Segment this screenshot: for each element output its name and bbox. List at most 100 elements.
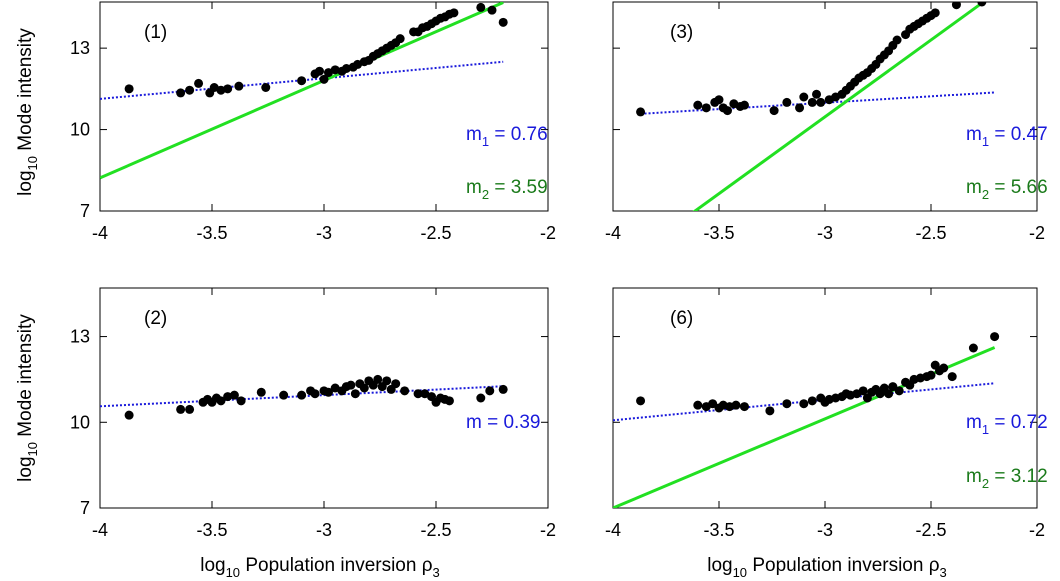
x-tick-label: -2.5 — [420, 520, 451, 540]
panel-6: -4 -3.5 -3 -2.5 -2 (6) m1 = 0.72 m2 = 3.12 — [605, 288, 1048, 540]
data-point — [812, 90, 821, 99]
data-point — [808, 396, 817, 405]
data-point — [279, 391, 288, 400]
slope-annotation: m1 = 0.76 — [466, 124, 548, 149]
y-axis-label-bottom: log10 Mode intensity — [15, 314, 40, 482]
data-point — [234, 82, 243, 91]
data-point — [799, 93, 808, 102]
data-point — [969, 344, 978, 353]
data-point — [948, 372, 957, 381]
x-tick-label: -3.5 — [196, 223, 227, 243]
panel-label: (1) — [144, 22, 167, 43]
x-tick-label: -3 — [817, 520, 833, 540]
data-point — [476, 3, 485, 12]
data-point — [257, 388, 266, 397]
data-point — [261, 83, 270, 92]
panel-3: -4 -3.5 -3 -2.5 -2 (3) m1 = 0.47 m2 = 5.66 — [605, 0, 1048, 243]
y-axis-label-top-sub: 10 — [25, 156, 40, 170]
data-point — [488, 6, 497, 15]
data-point — [125, 84, 134, 93]
data-point — [808, 98, 817, 107]
y-tick-label: 13 — [70, 327, 90, 347]
data-point — [396, 34, 405, 43]
x-tick-label: -4 — [605, 520, 621, 540]
y-axis-label-bottom-rest: Mode intensity — [15, 314, 36, 442]
x-axis-label-left-sub2: 3 — [433, 565, 440, 580]
data-point — [176, 405, 185, 414]
y-tick-label: 10 — [70, 120, 90, 140]
data-point — [391, 379, 400, 388]
data-point — [723, 106, 732, 115]
data-point — [499, 385, 508, 394]
data-point — [185, 86, 194, 95]
data-point — [176, 88, 185, 97]
x-tick-label: -4 — [92, 520, 108, 540]
data-point — [297, 76, 306, 85]
x-axis-label-left-main: log — [200, 555, 225, 576]
data-point — [185, 405, 194, 414]
data-point — [715, 95, 724, 104]
data-point — [693, 401, 702, 410]
x-tick-label: -3.5 — [703, 223, 734, 243]
x-axis-label-right: log10 Population inversion ρ3 — [707, 555, 947, 580]
slope-annotation: m2 = 3.59 — [466, 177, 548, 202]
x-tick-label: -2 — [540, 223, 556, 243]
data-point — [346, 381, 355, 390]
slope-annotation: m2 = 5.66 — [966, 177, 1048, 202]
x-tick-label: -2 — [1029, 520, 1045, 540]
panel-2: -4 -3.5 -3 -2.5 -2 7 10 13 (2) m = 0.39 — [70, 288, 556, 540]
data-point — [782, 98, 791, 107]
x-tick-label: -3 — [316, 223, 332, 243]
x-tick-label: -3 — [817, 223, 833, 243]
panel-label: (3) — [670, 22, 693, 43]
data-point — [311, 389, 320, 398]
x-tick-label: -4 — [92, 223, 108, 243]
x-tick-label: -3.5 — [196, 520, 227, 540]
data-point — [893, 36, 902, 45]
x-tick-label: -3.5 — [703, 520, 734, 540]
data-point — [476, 394, 485, 403]
slope-annotation: m1 = 0.72 — [966, 412, 1048, 437]
data-point — [702, 103, 711, 112]
slope-annotation: m1 = 0.47 — [966, 124, 1048, 149]
data-point — [782, 399, 791, 408]
data-point — [400, 386, 409, 395]
panel-1: -4 -3.5 -3 -2.5 -2 7 10 13 (1) m1 = 0.76 m2 = 3.59 — [70, 2, 556, 243]
data-point — [449, 8, 458, 17]
data-point — [731, 401, 740, 410]
data-point — [927, 371, 936, 380]
data-point — [931, 8, 940, 17]
y-axis-label-bottom-main: log — [15, 456, 36, 481]
data-point — [297, 391, 306, 400]
data-point — [693, 101, 702, 110]
x-axis-label-right-main: log — [707, 555, 732, 576]
slope-annotation: m2 = 3.12 — [966, 466, 1048, 491]
data-point — [740, 101, 749, 110]
y-tick-label: 10 — [70, 412, 90, 432]
data-point — [895, 386, 904, 395]
y-axis-label-top-rest: Mode intensity — [15, 28, 36, 156]
data-point — [939, 364, 948, 373]
y-tick-label: 7 — [80, 498, 90, 518]
data-point — [990, 332, 999, 341]
x-axis-label-right-sub: 10 — [733, 565, 747, 580]
x-tick-label: -2 — [540, 520, 556, 540]
x-tick-label: -3 — [316, 520, 332, 540]
x-tick-label: -2.5 — [420, 223, 451, 243]
data-point — [315, 67, 324, 76]
x-axis-label-left: log10 Population inversion ρ3 — [200, 555, 440, 580]
x-axis-label-right-sub2: 3 — [940, 565, 947, 580]
data-point — [125, 411, 134, 420]
y-axis-label-top-main: log — [15, 170, 36, 195]
data-point — [795, 103, 804, 112]
data-point — [351, 389, 360, 398]
data-point — [485, 386, 494, 395]
data-point — [445, 396, 454, 405]
data-point — [223, 84, 232, 93]
y-axis-label-top: log10 Mode intensity — [15, 28, 40, 196]
data-point — [382, 376, 391, 385]
data-point — [194, 79, 203, 88]
data-point — [799, 399, 808, 408]
y-axis-label-bottom-sub: 10 — [25, 442, 40, 456]
